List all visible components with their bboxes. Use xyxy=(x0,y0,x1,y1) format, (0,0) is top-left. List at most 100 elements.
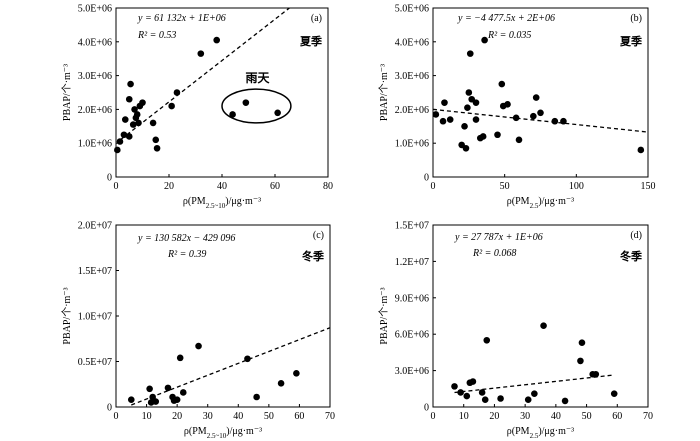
y-tick-label: 5.0E+06 xyxy=(78,4,112,15)
trend-line xyxy=(131,327,331,406)
x-tick-label: 60 xyxy=(294,411,304,422)
y-tick-label: 0.5E+07 xyxy=(78,357,112,368)
data-point xyxy=(451,383,458,390)
x-tick-label: 70 xyxy=(643,411,653,422)
data-point xyxy=(457,389,464,396)
data-point xyxy=(483,336,491,344)
data-point xyxy=(253,393,260,401)
x-axis-title: ρ(PM2.5~10)/μg·m⁻³ xyxy=(184,426,262,440)
x-tick-label: 10 xyxy=(142,411,152,422)
plot-frame xyxy=(432,7,649,178)
chart-panel-2: 0 50 100 150 0 1.0E+06 2.0E+06 3.0E+06 4.0E+06 5.… xyxy=(378,4,656,193)
x-tick-label: 20 xyxy=(172,411,182,422)
chart-panel-1: 0 20 40 60 80 0 1.0E+06 2.0E+06 3.0E+06 4.0E+06 5.… xyxy=(61,4,333,193)
data-point xyxy=(127,396,135,404)
data-point xyxy=(135,119,142,127)
panel-tag: (d) xyxy=(630,230,642,241)
y-axis-title: PBAP/个·m⁻³ xyxy=(378,64,390,121)
y-tick-label: 3.0E+06 xyxy=(78,71,112,82)
data-point xyxy=(560,117,567,125)
y-tick-label: 2.0E+06 xyxy=(395,105,429,116)
y-tick-label: 1.0E+07 xyxy=(78,312,112,323)
data-point xyxy=(152,398,160,405)
data-point xyxy=(213,36,220,44)
data-point xyxy=(127,80,134,88)
data-point xyxy=(125,95,133,103)
y-tick-label: 0 xyxy=(424,403,429,414)
rainy-day-label: 雨天 xyxy=(245,71,270,85)
x-tick-label: 40 xyxy=(233,411,243,422)
x-tick-label: 0 xyxy=(431,181,436,192)
season-label: 冬季 xyxy=(302,249,325,263)
data-point xyxy=(504,101,511,108)
y-tick-label: 1.5E+07 xyxy=(78,266,112,277)
y-tick-label: 4.0E+06 xyxy=(395,37,429,48)
x-tick-label: 20 xyxy=(489,411,499,422)
x-tick-label: 100 xyxy=(569,181,584,192)
data-point xyxy=(152,136,160,144)
trend-line xyxy=(454,374,615,394)
x-axis-title: ρ(PM2.5)/μg·m⁻³ xyxy=(507,196,574,210)
x-tick-label: 50 xyxy=(500,181,510,192)
x-tick-label: 60 xyxy=(270,181,280,192)
x-tick-label: 60 xyxy=(612,411,622,422)
y-tick-label: 4.0E+06 xyxy=(78,37,112,48)
y-axis-title: PBAP/个·m⁻³ xyxy=(61,287,73,344)
y-tick-label: 1.0E+06 xyxy=(78,139,112,150)
data-point xyxy=(244,355,251,363)
data-point xyxy=(469,378,477,385)
x-axis-title: ρ(PM2.5)/μg·m⁻³ xyxy=(507,426,574,440)
data-point xyxy=(515,136,523,144)
x-tick-label: 40 xyxy=(551,411,561,422)
data-point xyxy=(446,116,454,123)
data-point xyxy=(164,384,172,392)
data-point xyxy=(637,146,645,154)
data-point xyxy=(540,322,547,330)
data-point xyxy=(481,396,489,404)
rainy-day-ellipse xyxy=(221,88,292,124)
r-squared: R² = 0.53 xyxy=(137,30,176,41)
data-point xyxy=(578,339,586,346)
data-point xyxy=(242,99,250,106)
data-point xyxy=(577,357,584,365)
y-tick-label: 5.0E+06 xyxy=(395,4,429,15)
x-tick-label: 40 xyxy=(217,181,227,192)
data-point xyxy=(464,104,471,112)
plot-frame xyxy=(115,224,331,408)
data-point xyxy=(179,389,187,396)
x-tick-label: 80 xyxy=(323,181,333,192)
data-point xyxy=(478,389,486,396)
y-tick-label: 0 xyxy=(424,173,429,184)
y-axis-title: PBAP/个·m⁻³ xyxy=(61,64,73,121)
chart-panel-4: 0 10 20 30 40 50 60 70 0 3.0E+06 6.0E+06 9.0E+06 1.2… xyxy=(378,221,653,423)
y-tick-label: 0 xyxy=(107,173,112,184)
data-point xyxy=(131,106,138,113)
y-tick-label: 6.0E+06 xyxy=(395,330,429,341)
x-tick-label: 0 xyxy=(114,181,119,192)
data-point xyxy=(498,80,506,88)
data-point xyxy=(466,50,474,57)
data-point xyxy=(120,131,128,139)
data-point xyxy=(114,146,121,154)
y-axis-title: PBAP/个·m⁻³ xyxy=(378,287,390,344)
season-label: 冬季 xyxy=(620,249,643,263)
data-point xyxy=(173,89,181,96)
season-label: 夏季 xyxy=(620,34,643,48)
data-point xyxy=(462,144,470,152)
data-point xyxy=(197,50,205,57)
data-point xyxy=(195,342,202,350)
data-point xyxy=(592,370,600,378)
regression-equation: y = 130 582x − 429 096 xyxy=(137,233,235,244)
data-point xyxy=(610,390,618,397)
data-point xyxy=(494,131,501,139)
data-point xyxy=(439,117,447,125)
x-tick-label: 70 xyxy=(325,411,335,422)
data-point xyxy=(472,116,480,123)
r-squared: R² = 0.035 xyxy=(487,30,531,41)
trend-line xyxy=(432,108,649,133)
data-point xyxy=(524,396,532,404)
data-point xyxy=(461,123,468,130)
data-point xyxy=(479,133,487,140)
data-point xyxy=(293,370,300,377)
